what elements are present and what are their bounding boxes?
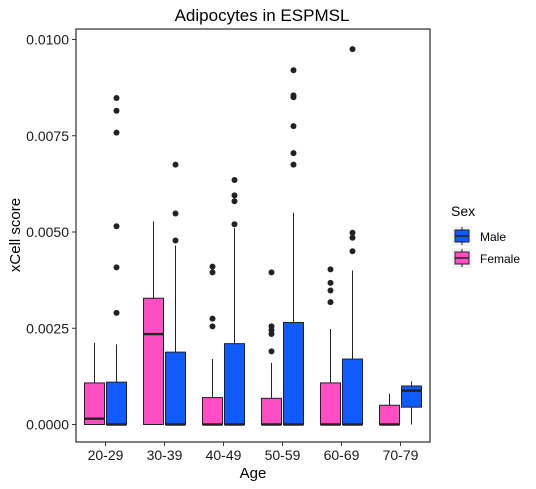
outlier-point: [113, 95, 120, 102]
box-male-60-69: [342, 46, 363, 426]
legend-item-female: Female: [452, 248, 520, 268]
outlier-point: [172, 210, 179, 217]
box: [401, 385, 422, 408]
y-tick-label: 0.0075: [26, 128, 69, 144]
y-axis: 0.0000 0.0025 0.0050 0.0075 0.0100: [26, 32, 76, 433]
outlier-point: [327, 287, 334, 294]
outlier-point: [231, 221, 238, 228]
outlier-point: [113, 309, 120, 316]
y-tick-label: 0.0100: [26, 32, 69, 48]
x-tick-label: 40-49: [206, 447, 242, 463]
outlier-point: [113, 264, 120, 271]
legend-label: Male: [480, 230, 506, 244]
x-axis-title: Age: [240, 465, 267, 482]
box-female-40-49: [202, 263, 223, 426]
outlier-point: [327, 299, 334, 306]
x-tick-label: 60-69: [324, 447, 360, 463]
box: [261, 397, 282, 426]
box-female-60-69: [320, 266, 341, 426]
y-tick-label: 0.0050: [26, 224, 69, 240]
outlier-point: [113, 107, 120, 114]
box-series: [84, 46, 422, 426]
box-male-40-49: [224, 177, 245, 426]
outlier-point: [231, 192, 238, 199]
outlier-point: [268, 269, 275, 276]
outlier-point: [209, 323, 216, 330]
x-tick-label: 30-39: [147, 447, 183, 463]
box: [224, 343, 245, 425]
box: [320, 382, 341, 426]
box: [165, 351, 186, 425]
outlier-point: [231, 198, 238, 205]
outlier-point: [327, 266, 334, 273]
outlier-point: [349, 234, 356, 241]
outlier-point: [349, 46, 356, 53]
box-female-20-29: [84, 342, 105, 426]
outlier-point: [268, 348, 275, 355]
box: [143, 297, 164, 425]
outlier-point: [268, 331, 275, 338]
box-female-50-59: [261, 269, 282, 426]
y-axis-title: xCell score: [7, 198, 24, 272]
x-tick-label: 70-79: [383, 447, 419, 463]
box-male-50-59: [283, 67, 304, 426]
outlier-point: [290, 94, 297, 101]
x-tick-label: 20-29: [88, 447, 124, 463]
outlier-point: [290, 150, 297, 157]
box-male-20-29: [106, 95, 127, 426]
plot-panel: [75, 28, 431, 443]
outlier-point: [172, 161, 179, 168]
box: [202, 397, 223, 425]
box-male-70-79: [401, 381, 422, 425]
box-female-30-39: [143, 221, 164, 425]
outlier-point: [349, 248, 356, 255]
box-female-70-79: [379, 393, 400, 426]
outlier-point: [290, 123, 297, 130]
box-male-30-39: [165, 161, 186, 426]
box: [84, 382, 105, 426]
outlier-point: [349, 229, 356, 236]
legend-label: Female: [480, 252, 520, 266]
outlier-point: [209, 269, 216, 276]
box: [342, 358, 363, 425]
chart-title: Adipocytes in ESPMSL: [175, 6, 350, 25]
box: [379, 404, 400, 425]
box: [283, 321, 304, 426]
outlier-point: [290, 67, 297, 74]
legend-title: Sex: [451, 203, 475, 219]
outlier-point: [209, 263, 216, 270]
outlier-point: [113, 129, 120, 136]
y-tick-label: 0.0025: [26, 320, 69, 336]
box: [106, 381, 127, 425]
outlier-point: [172, 237, 179, 244]
outlier-point: [113, 223, 120, 230]
outlier-point: [209, 315, 216, 322]
outlier-point: [327, 279, 334, 286]
x-axis: 20-29 30-39 40-49 50-59 60-69 70-79: [88, 442, 419, 463]
legend-item-male: Male: [452, 226, 506, 246]
x-tick-label: 50-59: [265, 447, 301, 463]
outlier-point: [290, 161, 297, 168]
y-tick-label: 0.0000: [26, 417, 69, 433]
legend: Male Female: [452, 226, 520, 268]
outlier-point: [231, 177, 238, 184]
